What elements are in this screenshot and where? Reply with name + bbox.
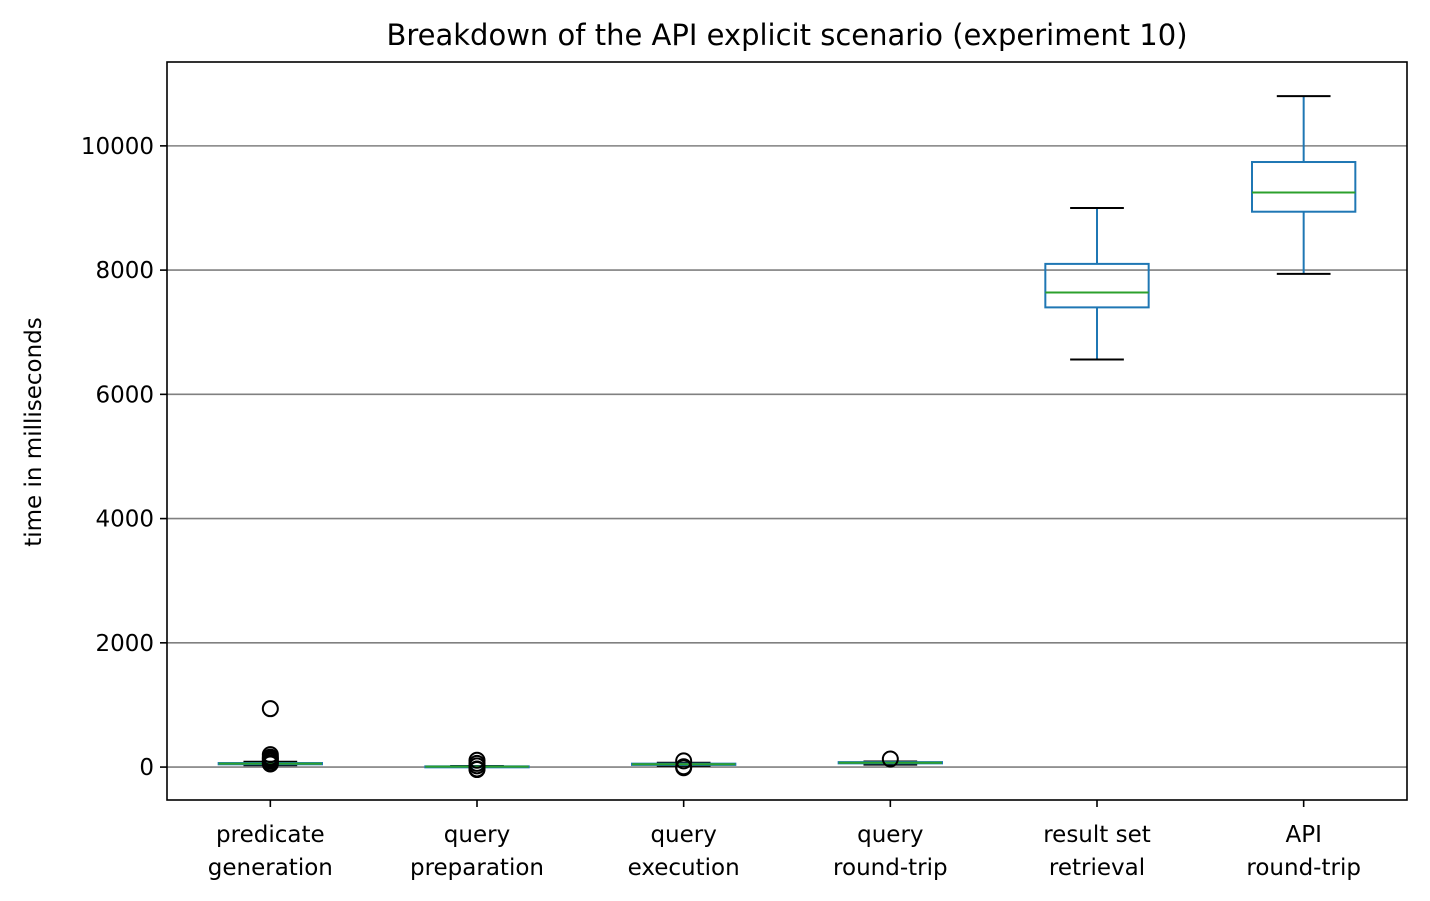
plot-frame [166, 61, 1408, 801]
box [1251, 161, 1357, 213]
x-tick-label: predicate [216, 822, 325, 848]
gridlines [167, 145, 1407, 768]
box-group [217, 700, 324, 773]
box-group [1251, 95, 1357, 275]
x-tick-label: preparation [410, 855, 544, 881]
outlier-point [261, 755, 279, 773]
x-tick-label: query [857, 822, 923, 848]
box-group [631, 752, 737, 777]
y-tick-label: 10000 [81, 134, 154, 160]
box-group [424, 751, 530, 779]
outlier-point [881, 750, 899, 768]
x-tick-label: round-trip [1246, 855, 1361, 881]
boxes [217, 95, 1357, 779]
x-tick-label: generation [208, 855, 333, 881]
x-tick-label: retrieval [1049, 855, 1145, 881]
x-tick-label: round-trip [833, 855, 948, 881]
x-tick-label: query [444, 822, 510, 848]
x-axis: predicate generation query preparation query… [208, 800, 1361, 881]
box [1044, 262, 1150, 309]
y-tick-label: 8000 [95, 258, 154, 284]
y-tick-label: 6000 [95, 382, 154, 408]
y-tick-label: 0 [139, 755, 154, 781]
y-axis: 0 2000 4000 6000 8000 10000 [81, 134, 167, 781]
y-axis-label: time in milliseconds [21, 317, 47, 547]
x-tick-label: query [650, 822, 716, 848]
x-tick-label: result set [1043, 822, 1151, 848]
outlier-point [675, 752, 693, 770]
x-tick-label: execution [628, 855, 740, 881]
outlier-point [675, 759, 693, 777]
box-group [1044, 206, 1150, 361]
y-tick-label: 2000 [95, 631, 154, 657]
outlier-point [468, 761, 486, 779]
outlier-point [261, 700, 279, 718]
box-group [837, 750, 944, 768]
x-tick-label: API [1285, 822, 1321, 848]
chart-title: Breakdown of the API explicit scenario (… [386, 18, 1187, 52]
y-tick-label: 4000 [95, 507, 154, 533]
